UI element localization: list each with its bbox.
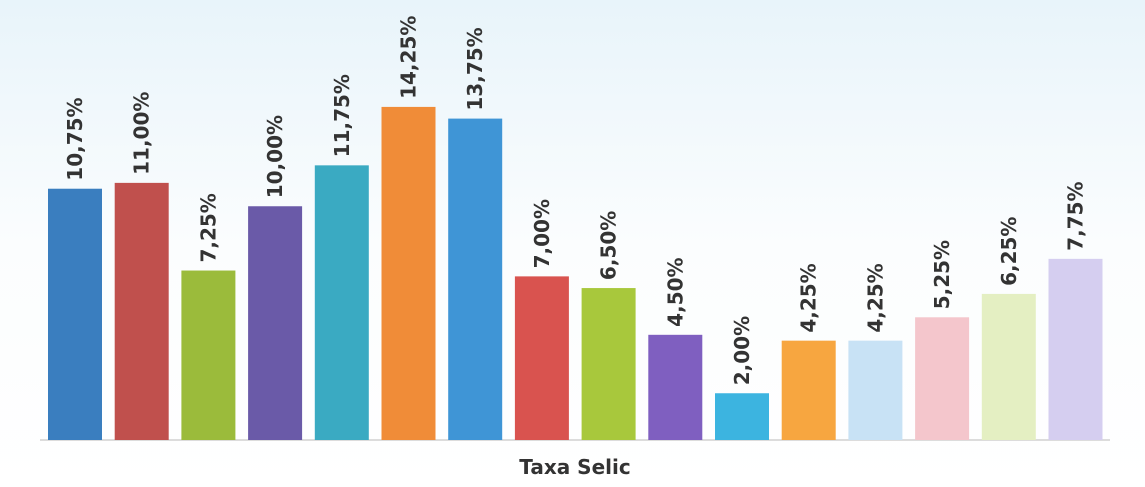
bar xyxy=(181,270,236,440)
bar xyxy=(514,276,569,440)
value-label: 4,25% xyxy=(863,263,887,332)
bar xyxy=(581,288,636,440)
value-label: 6,50% xyxy=(597,211,621,280)
value-label: 10,00% xyxy=(263,115,287,198)
x-axis-label: Taxa Selic xyxy=(519,455,630,479)
bar xyxy=(981,293,1036,440)
value-label: 6,25% xyxy=(997,217,1021,286)
bar xyxy=(448,118,503,440)
value-label: 10,75% xyxy=(63,97,87,180)
value-label: 11,75% xyxy=(330,74,354,157)
bar xyxy=(248,206,303,440)
value-label: 11,00% xyxy=(130,92,154,175)
bar xyxy=(848,340,903,440)
value-label: 7,25% xyxy=(196,193,220,262)
bar xyxy=(648,334,703,440)
bar xyxy=(715,393,769,440)
bar xyxy=(781,340,836,440)
value-label: 2,00% xyxy=(730,316,754,385)
value-label: 4,50% xyxy=(663,257,687,326)
bar xyxy=(48,188,102,440)
bar xyxy=(114,182,169,440)
value-label: 13,75% xyxy=(463,27,487,110)
value-label: 4,25% xyxy=(797,263,821,332)
bar xyxy=(915,317,970,440)
bar xyxy=(381,106,436,440)
value-label: 5,25% xyxy=(930,240,954,309)
value-label: 7,00% xyxy=(530,199,554,268)
value-label: 7,75% xyxy=(1064,181,1088,250)
value-label: 14,25% xyxy=(397,16,421,99)
bar xyxy=(1048,258,1103,440)
bar xyxy=(314,165,369,440)
